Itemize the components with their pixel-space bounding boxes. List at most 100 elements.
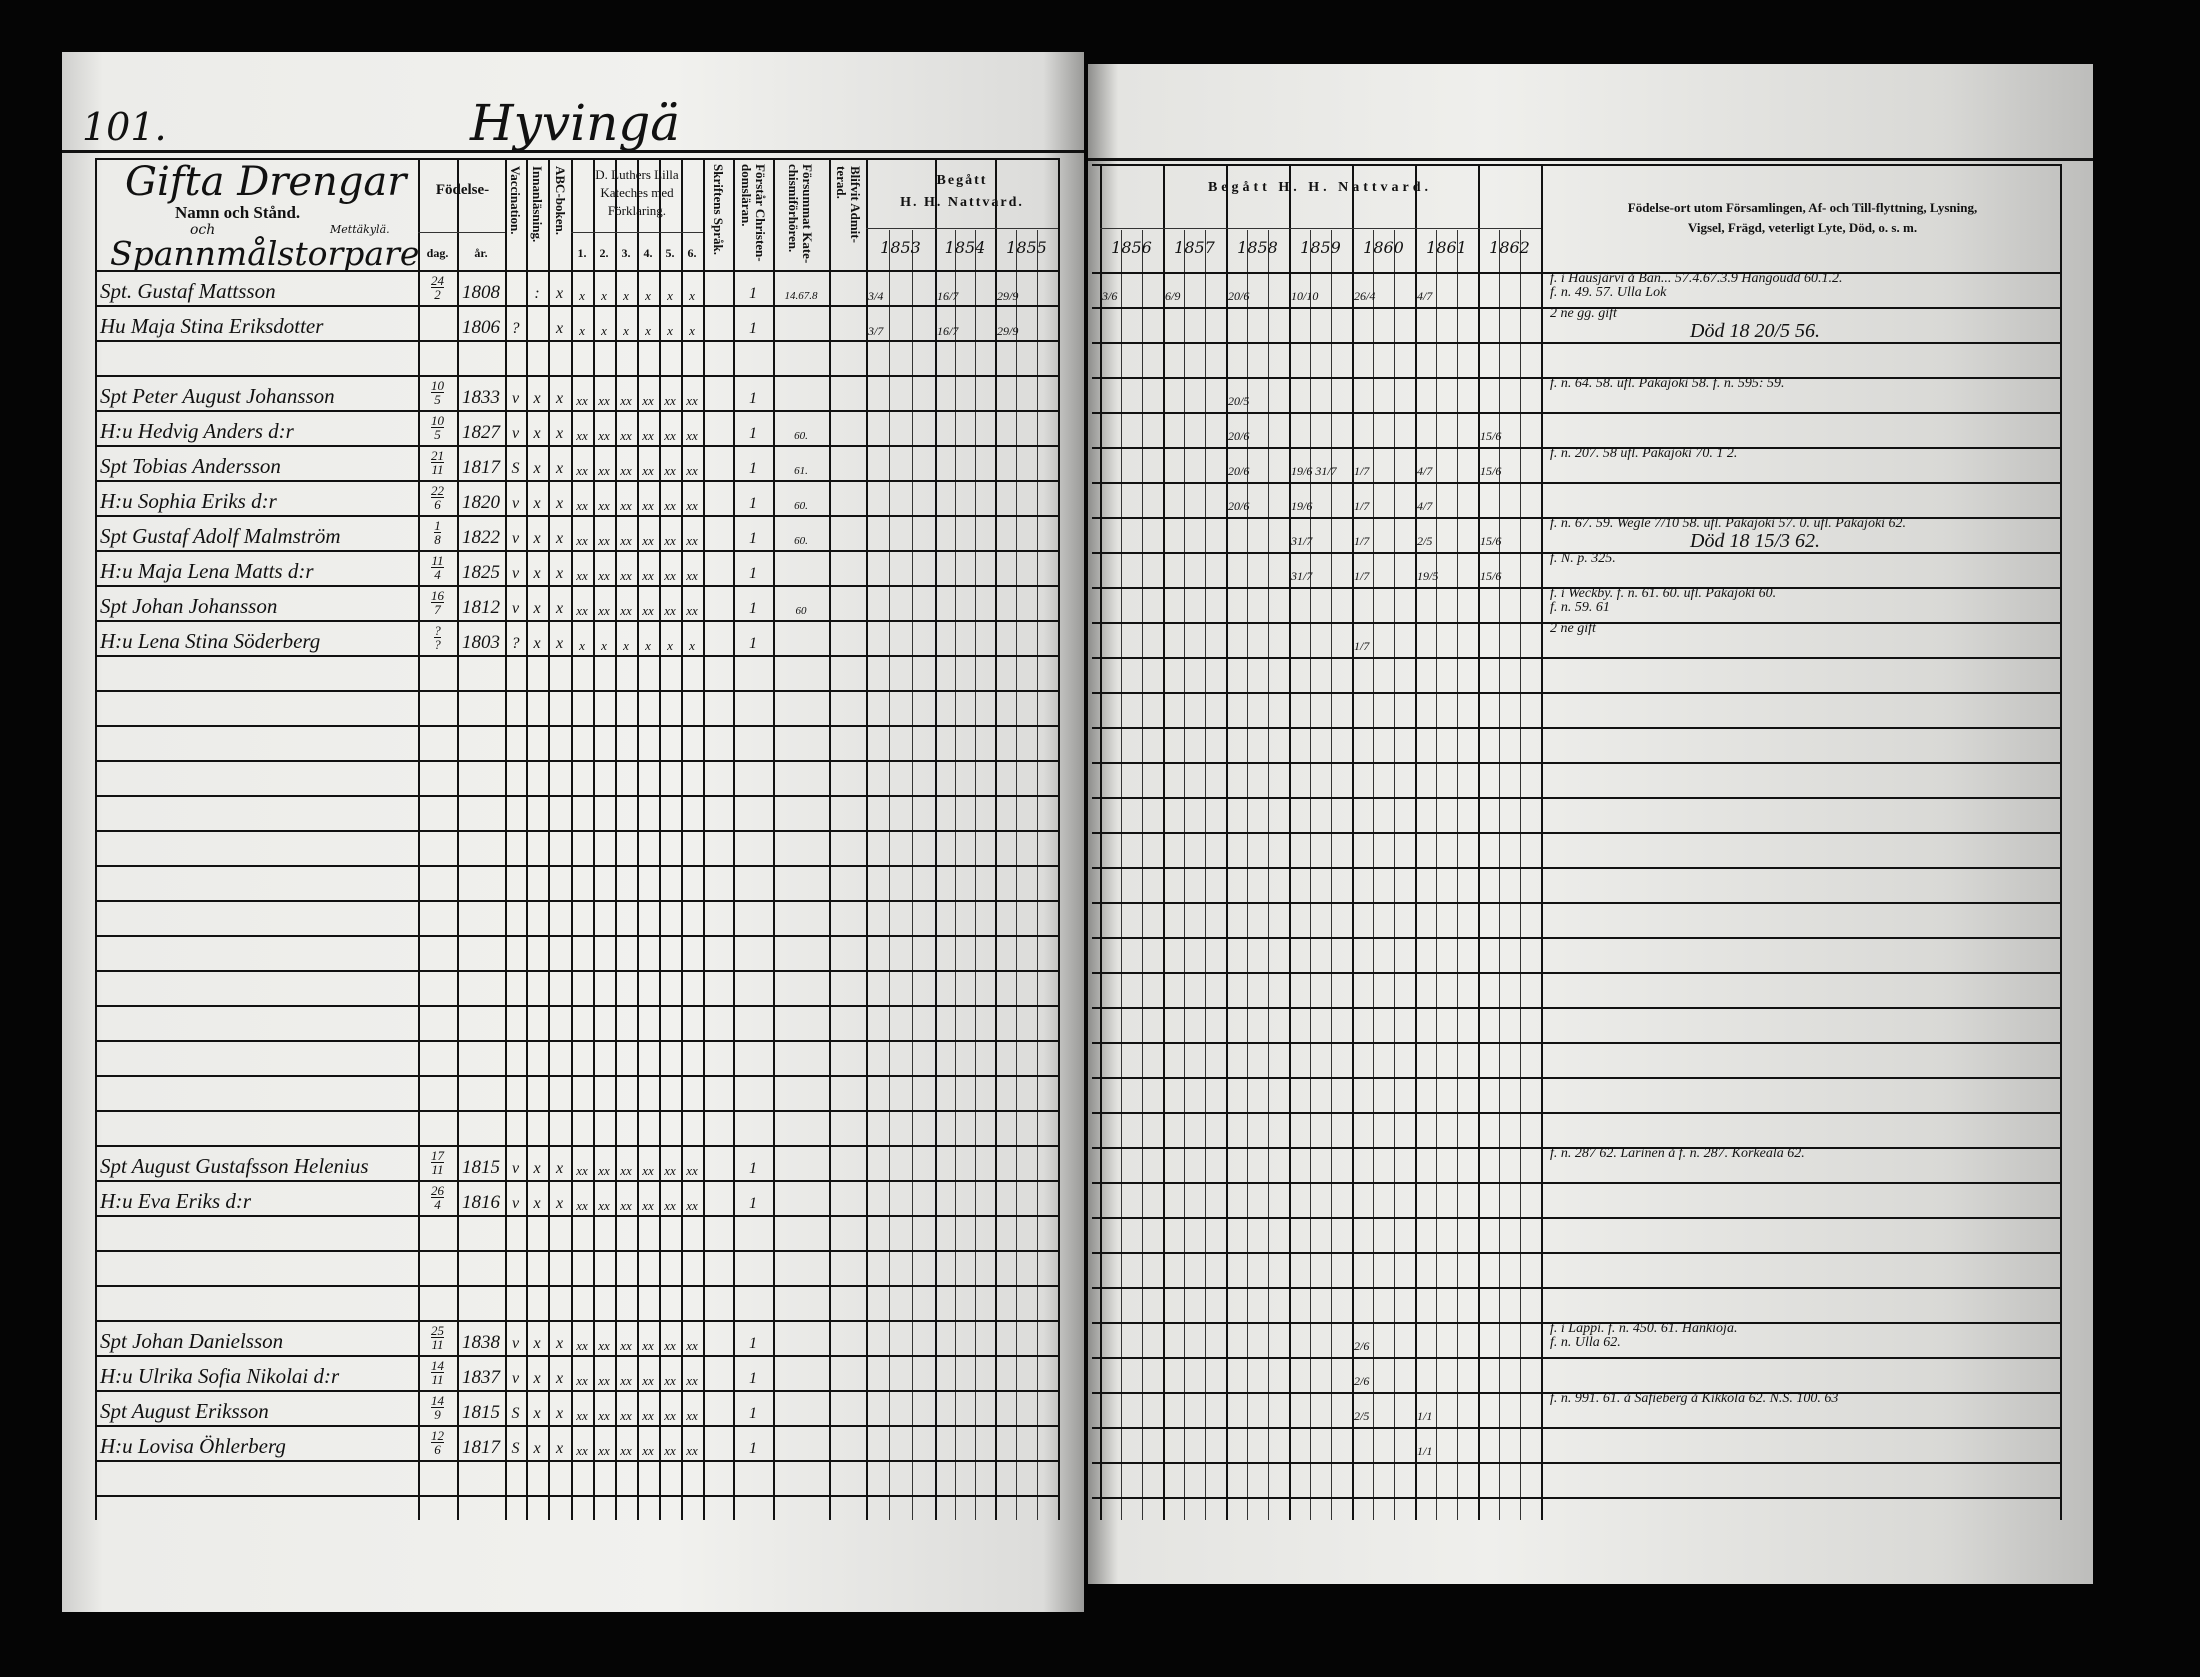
month: 9 — [434, 1407, 441, 1423]
table-top — [1092, 164, 2060, 166]
sub-column-rule — [1373, 230, 1374, 1520]
forsummat-note — [773, 620, 829, 655]
abc-mark: x — [555, 530, 564, 547]
abc-mark: x — [555, 390, 564, 407]
vaccination-mark: v — [511, 1335, 520, 1352]
forstar-mark: 1 — [749, 1405, 757, 1422]
forsummat-note — [773, 1355, 829, 1390]
column-rule — [681, 158, 683, 1520]
communion-date: 1/1 — [1417, 1444, 1433, 1458]
day: 25 — [431, 1322, 444, 1339]
row-rule — [1092, 517, 2060, 519]
begatt-left-header: Begått H. H. Nattvard. — [866, 170, 1058, 214]
remarks: f. N. p. 325. — [1550, 551, 2055, 585]
column-rule — [995, 158, 997, 1520]
birth-day: 14 11 — [418, 1355, 457, 1390]
katekes-mark: xx — [642, 1373, 654, 1388]
day: 12 — [431, 1427, 444, 1444]
communion-date: 16/7 — [937, 289, 959, 303]
katekes-mark: xx — [576, 1338, 588, 1353]
row-rule — [95, 1215, 1060, 1217]
sub-column-rule — [1142, 230, 1143, 1520]
forsummat-line-2: chismiförhören. — [786, 164, 801, 253]
sub-column-rule — [1016, 230, 1017, 1520]
katekes-mark: xx — [664, 463, 676, 478]
dag-header: dag. — [426, 246, 449, 260]
day: 14 — [431, 1357, 444, 1374]
year-header: 1859 — [1300, 238, 1341, 257]
row-rule — [95, 1390, 1060, 1392]
column-rule — [1163, 164, 1165, 1520]
katekes-part-header: 2. — [599, 246, 609, 260]
column-rule — [1289, 164, 1291, 1520]
sub-column-rule — [1331, 230, 1332, 1520]
person-name: Spt Peter August Johansson — [100, 384, 335, 408]
katekes-part-header: 6. — [687, 246, 697, 260]
column-rule — [548, 158, 550, 1520]
remarks: f. i Hausjärvi å Ban... 57.4.67.3.9 Hang… — [1550, 271, 2055, 305]
katekes-mark: xx — [620, 428, 632, 443]
communion-date: 19/6 — [1291, 499, 1313, 513]
remarks: 2 ne gg. gift Död 18 20/5 56. — [1550, 306, 2055, 342]
reading-mark: : — [534, 285, 540, 302]
day: 17 — [431, 1147, 444, 1164]
row-rule — [1092, 1182, 2060, 1184]
remarks — [1550, 481, 2055, 515]
remark-line: Död 18 20/5 56. — [1690, 320, 1820, 342]
row-rule — [95, 340, 1060, 342]
row-rule — [95, 1460, 1060, 1462]
katekes-mark: x — [689, 638, 695, 653]
communion-date: 29/9 — [997, 289, 1019, 303]
reading-mark: x — [533, 530, 541, 547]
column-rule — [526, 158, 528, 1520]
row-rule — [95, 1425, 1060, 1427]
person-name: Spt Gustaf Adolf Malmström — [100, 524, 341, 548]
row-rule — [1092, 1287, 2060, 1289]
birth-day: 24 2 — [418, 270, 457, 305]
column-rule — [703, 158, 705, 1520]
abc-mark: x — [555, 1195, 564, 1212]
katekes-mark: xx — [664, 603, 676, 618]
remark-line: f. i Lappi. f. n. 450. 61. Hankioja. — [1550, 1321, 1738, 1336]
day: 14 — [431, 1392, 444, 1409]
communion-date: 3/6 — [1102, 289, 1118, 303]
row-rule — [1092, 972, 2060, 974]
abc-mark: x — [555, 1440, 564, 1457]
sub-column-rule — [1520, 230, 1521, 1520]
katekes-mark: xx — [686, 568, 698, 583]
forstar-mark: 1 — [749, 1335, 757, 1352]
row-rule — [1092, 1147, 2060, 1149]
row-rule — [95, 445, 1060, 447]
year-header: 1853 — [880, 238, 921, 257]
table-top — [95, 158, 1060, 160]
communion-date: 15/6 — [1480, 569, 1502, 583]
row-rule — [1092, 1322, 2060, 1324]
birth-date-fraction: 22 6 — [431, 484, 444, 512]
communion-date: 31/7 — [1291, 569, 1313, 583]
katekes-mark: xx — [576, 393, 588, 408]
birth-date-fraction: 10 5 — [431, 379, 444, 407]
birth-year: 1825 — [462, 562, 500, 583]
katekes-mark: x — [579, 638, 585, 653]
katekes-mark: xx — [598, 393, 610, 408]
katekes-line-2: Kateches med — [600, 185, 674, 200]
sub-column-rule — [1184, 230, 1185, 1520]
column-rule — [637, 158, 639, 1520]
remark-line: f. i Hausjärvi å Ban... 57.4.67.3.9 Hang… — [1550, 271, 1843, 286]
sub-column-rule — [975, 230, 976, 1520]
katekes-mark: xx — [576, 428, 588, 443]
month: 11 — [431, 1372, 444, 1388]
abc-header: ABC-boken. — [553, 166, 568, 235]
birth-day: 22 6 — [418, 480, 457, 515]
birth-day — [418, 305, 457, 340]
day: 22 — [431, 482, 444, 499]
year-header: 1861 — [1426, 238, 1467, 257]
ar-header: år. — [474, 246, 488, 260]
remark-line: f. n. 287 62. Larinen å f. n. 287. Korke… — [1550, 1146, 1805, 1161]
katekes-line-1: D. Luthers Lilla — [595, 167, 679, 182]
birth-date-fraction: 11 4 — [431, 554, 444, 582]
row-rule — [1092, 482, 2060, 484]
birth-year: 1817 — [462, 457, 500, 478]
abc-mark: x — [555, 1405, 564, 1422]
katekes-mark: xx — [686, 428, 698, 443]
